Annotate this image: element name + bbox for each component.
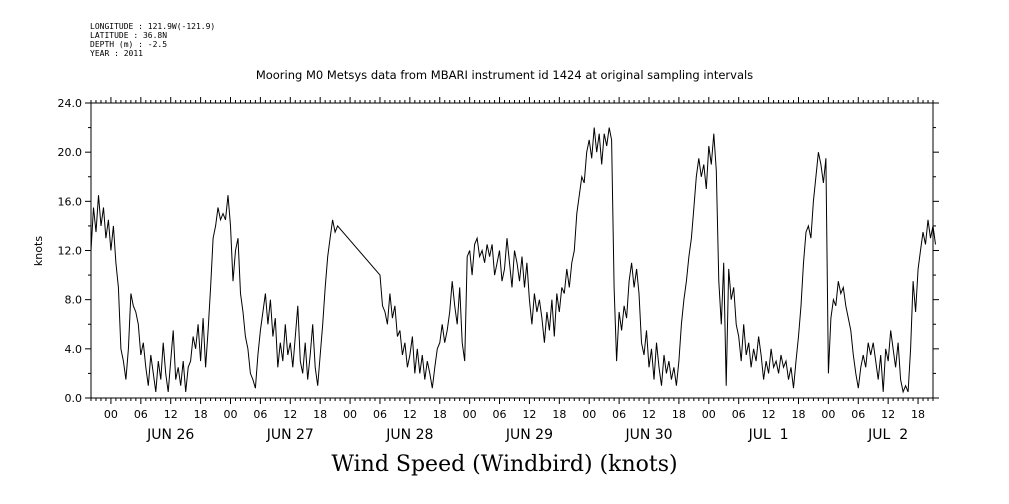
series-line bbox=[90, 127, 936, 394]
x-hour-label: 06 bbox=[253, 408, 267, 421]
x-day-label: JUN 28 bbox=[385, 427, 433, 443]
x-hour-label: 00 bbox=[343, 408, 357, 421]
x-hour-label: 06 bbox=[493, 408, 507, 421]
x-hour-label: 12 bbox=[283, 408, 297, 421]
y-tick-label: 4.0 bbox=[65, 343, 83, 356]
x-hour-label: 00 bbox=[582, 408, 596, 421]
y-tick-label: 8.0 bbox=[65, 294, 83, 307]
depth-text: DEPTH (m) : -2.5 bbox=[90, 40, 168, 49]
x-day-label: JUN 26 bbox=[146, 427, 194, 443]
x-hour-label: 12 bbox=[642, 408, 656, 421]
plot-frame bbox=[90, 102, 934, 399]
x-hour-label: 06 bbox=[373, 408, 387, 421]
x-hour-label: 18 bbox=[911, 408, 925, 421]
year-text: YEAR : 2011 bbox=[90, 49, 143, 58]
x-hour-label: 00 bbox=[821, 408, 835, 421]
chart-title: Mooring M0 Metsys data from MBARI instru… bbox=[255, 68, 754, 82]
x-hour-label: 12 bbox=[881, 408, 895, 421]
x-hour-label: 18 bbox=[194, 408, 208, 421]
x-day-label: JUN 30 bbox=[624, 427, 672, 443]
x-hour-label: 18 bbox=[433, 408, 447, 421]
x-hour-label: 06 bbox=[612, 408, 626, 421]
latitude-text: LATITUDE : 36.8N bbox=[90, 31, 168, 40]
y-tick-label: 0.0 bbox=[65, 392, 83, 405]
x-hour-label: 00 bbox=[463, 408, 477, 421]
axis-ticks bbox=[85, 97, 939, 404]
longitude-text: LONGITUDE : 121.9W(-121.9) bbox=[90, 22, 216, 31]
x-hour-label: 00 bbox=[104, 408, 118, 421]
y-tick-label: 16.0 bbox=[58, 195, 83, 208]
x-day-label: JUN 27 bbox=[266, 427, 314, 443]
x-hour-label: 00 bbox=[224, 408, 238, 421]
x-hour-label: 06 bbox=[732, 408, 746, 421]
x-hour-label: 18 bbox=[552, 408, 566, 421]
y-axis-label: knots bbox=[32, 236, 45, 266]
x-hour-label: 18 bbox=[791, 408, 805, 421]
y-tick-labels: 0.0 4.0 8.0 12.0 16.0 20.0 24.0 bbox=[58, 97, 83, 405]
x-hour-label: 12 bbox=[164, 408, 178, 421]
x-hour-label: 12 bbox=[762, 408, 776, 421]
y-tick-label: 24.0 bbox=[58, 97, 83, 110]
y-tick-label: 12.0 bbox=[58, 245, 83, 258]
x-day-label: JUL 2 bbox=[867, 427, 908, 443]
x-hour-label: 18 bbox=[672, 408, 686, 421]
x-hour-label: 00 bbox=[702, 408, 716, 421]
x-day-label: JUN 29 bbox=[505, 427, 553, 443]
x-hour-label: 12 bbox=[522, 408, 536, 421]
x-hour-label: 06 bbox=[134, 408, 148, 421]
x-hour-label: 18 bbox=[313, 408, 327, 421]
x-hour-label: 12 bbox=[403, 408, 417, 421]
metadata-block: LONGITUDE : 121.9W(-121.9) LATITUDE : 36… bbox=[90, 22, 215, 58]
chart-subtitle: Wind Speed (Windbird) (knots) bbox=[331, 452, 678, 477]
x-hour-label: 06 bbox=[851, 408, 865, 421]
x-day-label: JUL 1 bbox=[748, 427, 789, 443]
y-tick-label: 20.0 bbox=[58, 146, 83, 159]
